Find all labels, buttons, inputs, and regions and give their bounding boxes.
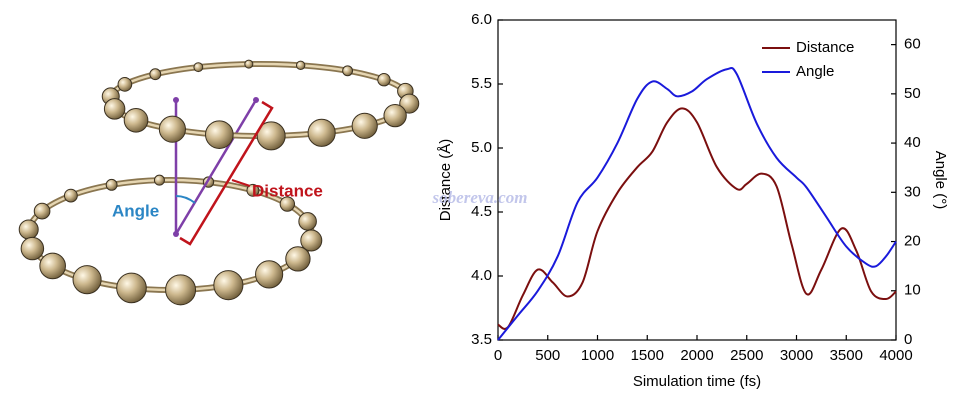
distance-leader <box>231 179 251 187</box>
atom <box>213 270 244 301</box>
y-tick-label: 5.0 <box>471 139 492 156</box>
atom <box>307 118 336 147</box>
watermark: sobereva.com <box>432 188 528 207</box>
atom <box>123 107 149 133</box>
atom <box>295 60 306 71</box>
atom <box>20 236 45 261</box>
atom <box>72 265 102 295</box>
plot-frame <box>497 19 897 341</box>
atom <box>399 93 420 114</box>
y2-tick-label: 10 <box>904 282 921 299</box>
atom <box>117 77 133 92</box>
distance-label: Distance <box>252 181 323 200</box>
y2-tick-label: 0 <box>904 331 912 348</box>
chart: Simulation time (fs) Distance (Å) Angle … <box>432 11 949 390</box>
atom <box>39 252 66 280</box>
atom <box>246 183 260 197</box>
y-tick-label: 4.5 <box>471 203 492 220</box>
y-tick-label: 3.5 <box>471 331 492 348</box>
atom <box>279 196 296 212</box>
y-tick-label: 5.5 <box>471 75 492 92</box>
y2-tick-label: 60 <box>904 36 921 53</box>
legend-label: Angle <box>796 63 834 80</box>
x-axis-label: Simulation time (fs) <box>633 373 761 390</box>
atom <box>298 212 317 231</box>
x-tick-label: 0 <box>494 347 502 364</box>
atom <box>256 121 286 151</box>
atom <box>285 246 311 272</box>
atom <box>342 65 354 77</box>
molecule-illustration: Angle Distance <box>18 59 420 306</box>
y2-axis-label: Angle (°) <box>932 151 949 210</box>
atom <box>244 59 254 69</box>
atom <box>103 98 126 120</box>
atom <box>33 202 51 220</box>
legend-label: Distance <box>796 39 854 56</box>
dot <box>253 97 259 103</box>
atom <box>383 103 407 128</box>
x-tick-label: 1000 <box>581 347 614 364</box>
x-tick-label: 3500 <box>830 347 863 364</box>
x-tick-label: 1500 <box>631 347 664 364</box>
angle-label: Angle <box>112 201 159 220</box>
x-tick-label: 4000 <box>879 347 912 364</box>
series-line <box>497 107 897 330</box>
atom <box>377 73 391 87</box>
atom <box>255 260 284 289</box>
y2-tick-label: 20 <box>904 233 921 250</box>
atom <box>205 120 234 149</box>
atom <box>105 178 118 191</box>
atom <box>351 112 378 139</box>
y-axis-label: Distance (Å) <box>437 139 454 222</box>
atom <box>193 62 204 73</box>
series-line <box>497 67 897 341</box>
y2-tick-label: 40 <box>904 134 921 151</box>
atom <box>63 188 78 203</box>
angle-slant <box>174 99 258 235</box>
y-tick-label: 6.0 <box>471 11 492 28</box>
atom <box>153 174 165 186</box>
atom <box>158 115 186 143</box>
distance-bracket <box>179 100 274 246</box>
x-tick-label: 2000 <box>680 347 713 364</box>
dot <box>173 97 179 103</box>
dot <box>173 231 179 237</box>
atom <box>149 68 162 81</box>
x-tick-label: 500 <box>535 347 560 364</box>
atom <box>165 274 197 306</box>
x-tick-label: 2500 <box>730 347 763 364</box>
y2-tick-label: 50 <box>904 85 921 102</box>
atom <box>18 219 39 240</box>
atom <box>116 272 147 304</box>
atom <box>300 229 323 252</box>
y2-tick-label: 30 <box>904 183 921 200</box>
x-tick-label: 3000 <box>780 347 813 364</box>
angle-arc <box>175 195 196 204</box>
y-tick-label: 4.0 <box>471 267 492 284</box>
